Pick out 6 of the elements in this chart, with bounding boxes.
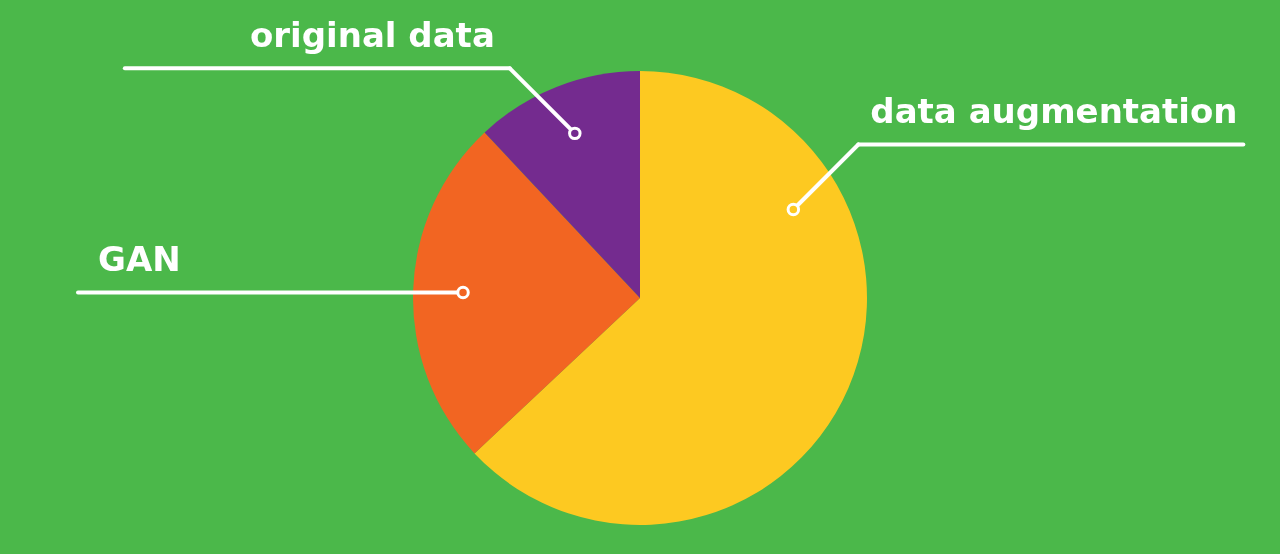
slice-label: GAN bbox=[98, 239, 181, 280]
pie-slice bbox=[474, 71, 867, 525]
slice-label: original data bbox=[249, 15, 495, 56]
pie-slice bbox=[484, 71, 640, 298]
pie-slice bbox=[413, 132, 640, 454]
slice-label: data augmentation bbox=[870, 91, 1238, 132]
